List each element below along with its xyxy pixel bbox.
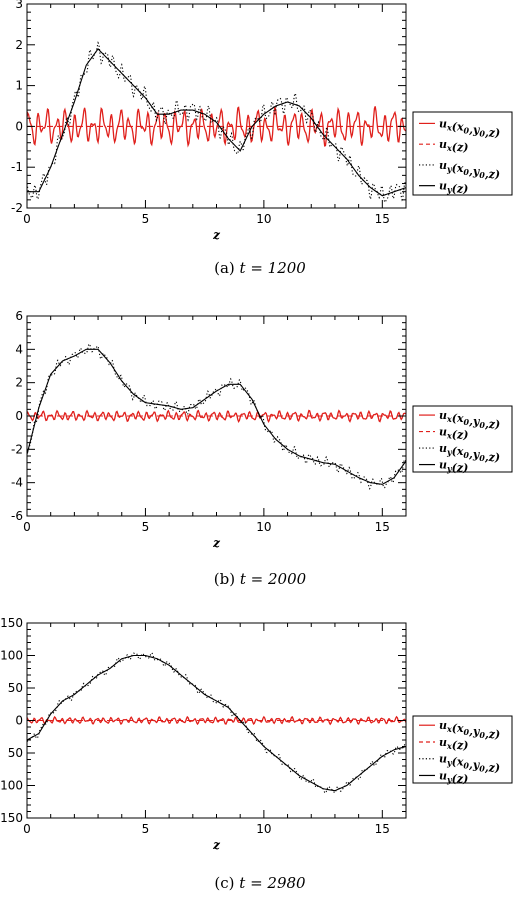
series-line-1-2: [27, 342, 406, 490]
x-axis-label: z: [212, 536, 221, 550]
y-tick-label: -2: [11, 442, 23, 456]
subfigure-caption: (a) t = 1200: [214, 259, 306, 277]
legend-box: [412, 111, 513, 196]
legend-label: ux(x0,y0,z): [439, 409, 500, 431]
series-line-0-3: [27, 48, 406, 197]
legend-label: uy(x0,y0,z): [439, 159, 500, 181]
plot-frame-0: [26, 3, 407, 209]
legend-label: ux(z): [439, 736, 468, 752]
series-line-2-2: [27, 651, 406, 794]
series-line-0-0: [27, 106, 406, 148]
y-tick-label: 0: [15, 714, 23, 728]
y-tick-label: 0: [15, 409, 23, 423]
y-tick-label: 1: [15, 79, 23, 93]
legend-label: uy(x0,y0,z): [439, 442, 500, 464]
y-tick-label: 0: [15, 119, 23, 133]
y-tick-label: -4: [11, 476, 23, 490]
legend-label: uy(z): [439, 769, 468, 785]
y-tick-label: -2: [11, 201, 23, 215]
series-line-0-2: [27, 41, 406, 204]
legend-label: ux(x0,y0,z): [439, 719, 500, 741]
legend-box: [412, 405, 513, 473]
y-tick-label: 50: [8, 681, 23, 695]
y-tick-label: -6: [11, 509, 23, 523]
subfigure-caption: (b) t = 2000: [214, 570, 307, 588]
x-tick-label: 10: [256, 520, 271, 534]
x-tick-label: 0: [23, 822, 31, 836]
x-tick-label: 10: [256, 822, 271, 836]
y-tick-label: 150: [0, 616, 23, 630]
y-tick-label: 100: [0, 779, 23, 793]
y-tick-label: 3: [15, 0, 23, 11]
series-line-2-0: [27, 715, 406, 726]
x-axis-label: z: [212, 228, 221, 242]
series-line-1-0: [27, 409, 406, 424]
x-tick-label: 15: [375, 212, 390, 226]
legend-label: ux(x0,y0,z): [439, 117, 500, 139]
y-tick-label: 2: [15, 376, 23, 390]
x-tick-label: 15: [375, 520, 390, 534]
chart-panel-1: 0 5 10 15 -6 -4 -2 0 2 4 6 z ux(x0,y0,z)ux(z)uy(x0,y…: [11, 309, 513, 588]
x-tick-label: 0: [23, 212, 31, 226]
series-line-2-3: [27, 654, 406, 792]
legend-label: ux(z): [439, 138, 468, 154]
y-tick-label: 50: [8, 746, 23, 760]
legend-label: ux(z): [439, 426, 468, 442]
x-tick-label: 0: [23, 520, 31, 534]
x-tick-label: 10: [256, 212, 271, 226]
chart-panel-0: 0 5 10 15 -2 -1 0 1 2 3 z ux(x0,y0,z)ux(z) uy(x0,y0,…: [11, 0, 513, 277]
x-tick-label: 5: [142, 212, 150, 226]
legend-label: uy(z): [439, 180, 468, 196]
x-tick-label: 5: [142, 822, 150, 836]
chart-panel-2: 0 5 10 15 150 100 50 0 50 100 150 z ux(x0,y0,z)ux(z)…: [0, 616, 513, 892]
y-tick-label: 6: [15, 309, 23, 323]
y-tick-label: 4: [15, 342, 23, 356]
y-tick-label: -1: [11, 160, 23, 174]
legend-label: uy(z): [439, 459, 468, 475]
legend-label: uy(x0,y0,z): [439, 753, 500, 775]
y-tick-label: 150: [0, 811, 23, 825]
y-tick-label: 100: [0, 649, 23, 663]
x-axis-label: z: [212, 838, 221, 852]
legend-box: [412, 715, 513, 784]
x-tick-label: 5: [142, 520, 150, 534]
series-line-1-3: [27, 348, 406, 485]
y-tick-label: 2: [15, 38, 23, 52]
subfigure-caption: (c) t = 2980: [214, 874, 306, 892]
x-tick-label: 15: [375, 822, 390, 836]
